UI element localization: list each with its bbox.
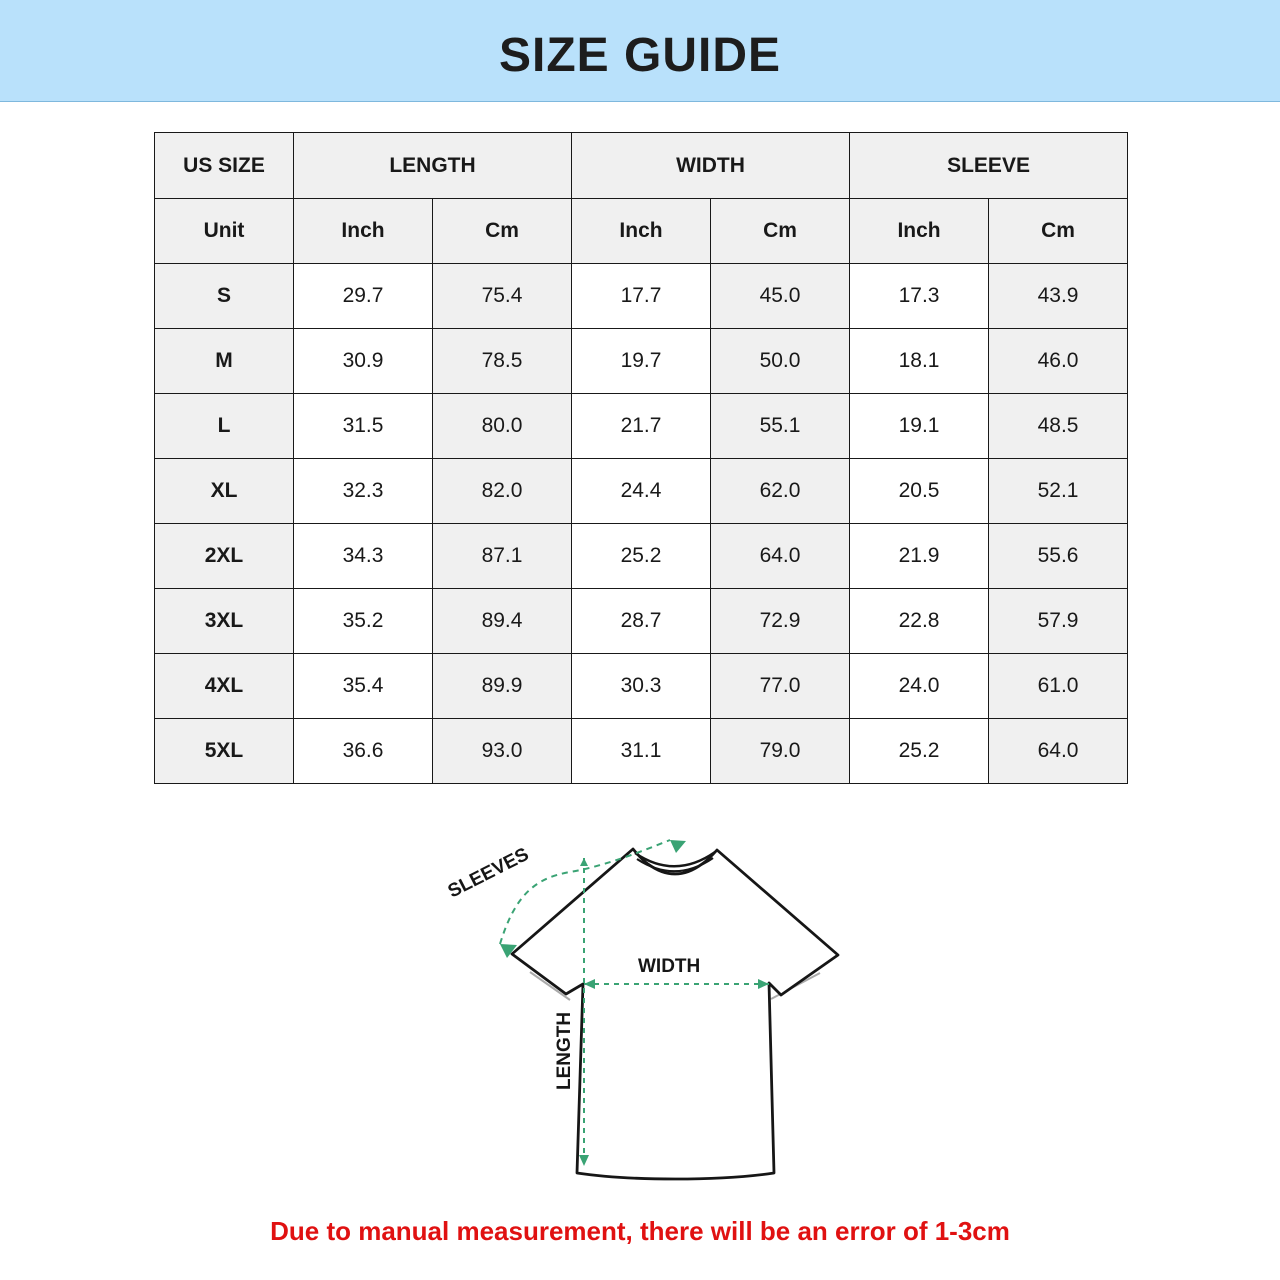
svg-text:WIDTH: WIDTH [638, 956, 700, 977]
svg-text:LENGTH: LENGTH [554, 1012, 575, 1090]
svg-text:SLEEVES: SLEEVES [445, 844, 533, 903]
